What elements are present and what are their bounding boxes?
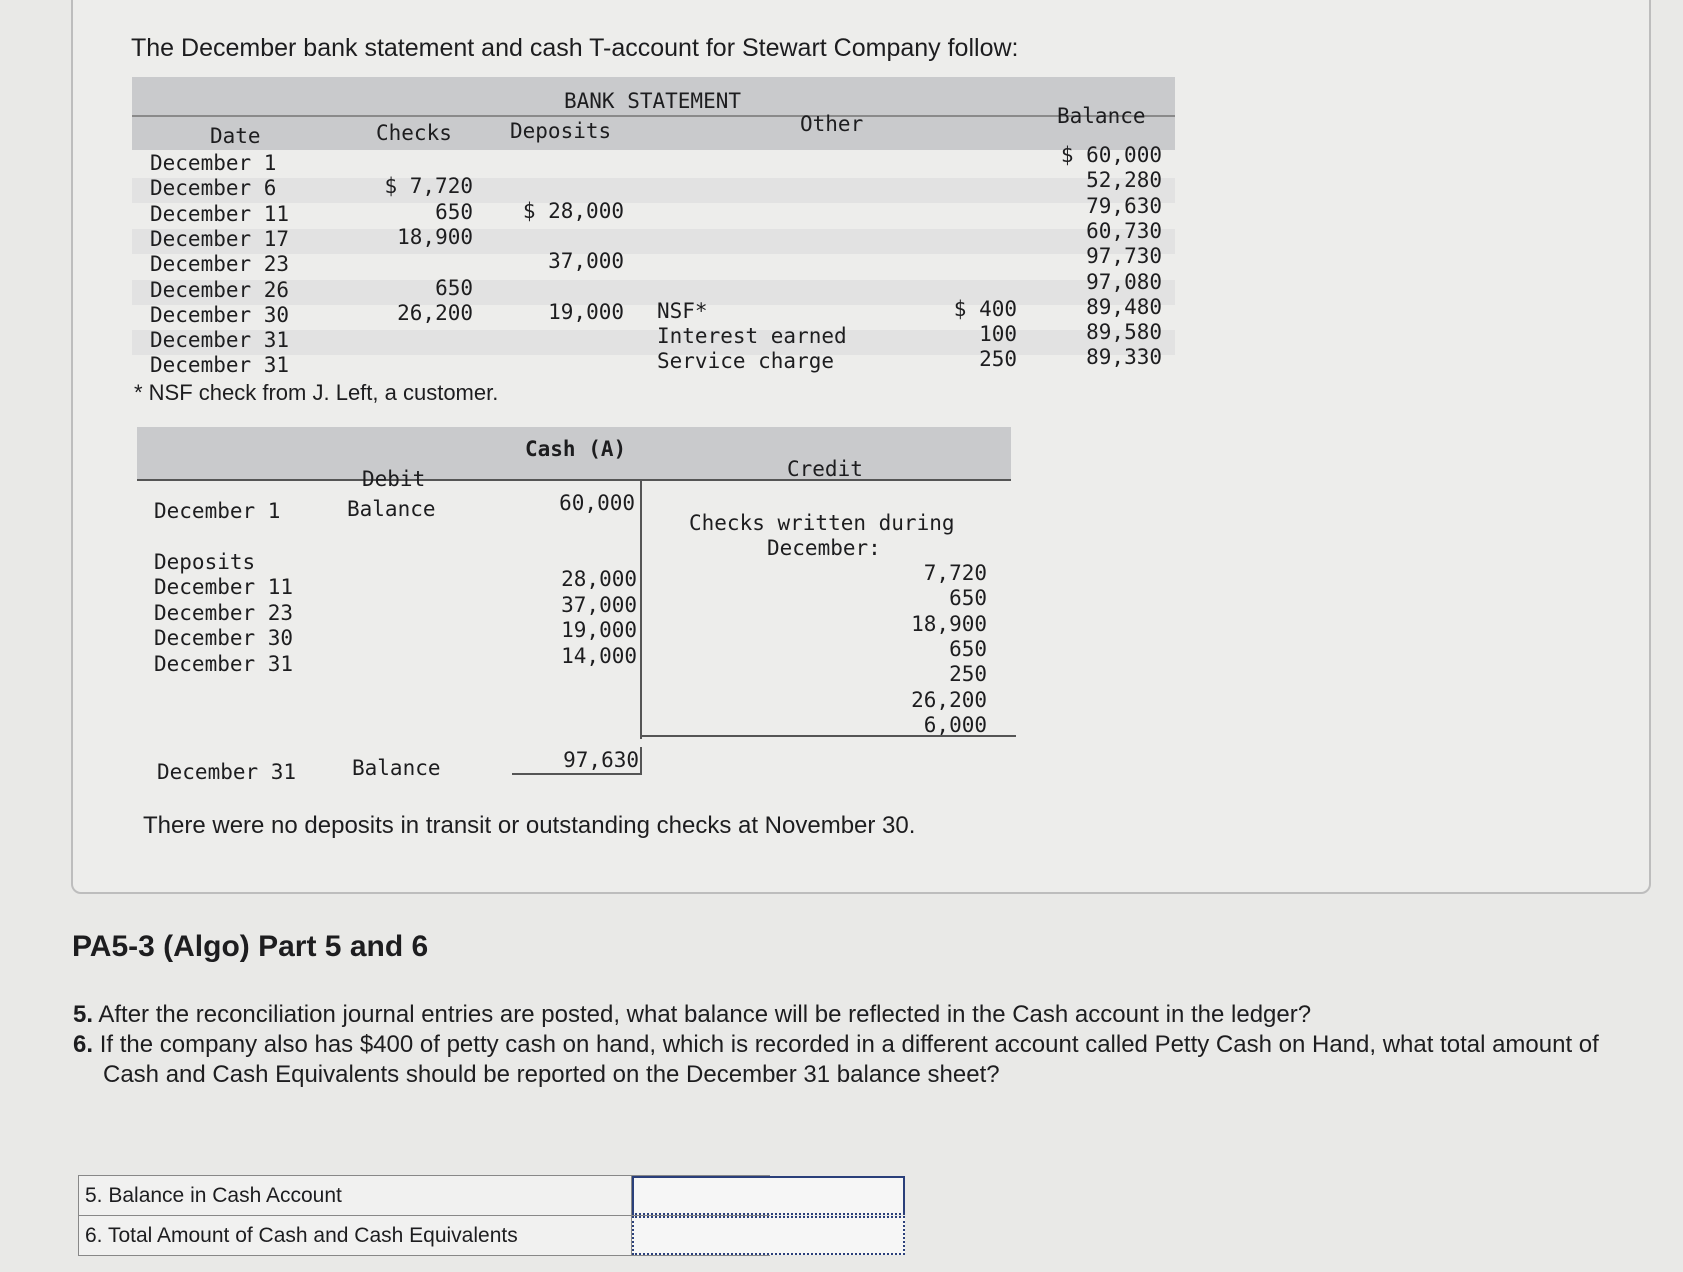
row-date: December 30 <box>150 302 290 327</box>
row-balance: 89,580 <box>1086 320 1162 345</box>
row-checks: 650 <box>435 275 473 300</box>
deposit-amount: 37,000 <box>561 592 637 617</box>
closing-amount: 97,630 <box>563 748 639 772</box>
closing-balance-box <box>512 747 642 775</box>
row-other-label: NSF* <box>657 298 708 323</box>
closing-label: Balance <box>352 756 441 780</box>
row-other-amount: 100 <box>979 322 1017 347</box>
bank-statement-header <box>132 77 1175 150</box>
row-balance: $ 60,000 <box>1060 143 1162 167</box>
debit-label: Debit <box>362 467 426 491</box>
row-balance: 60,730 <box>1086 218 1162 243</box>
answer-table: 5. Balance in Cash Account 6. Total Amou… <box>78 1175 905 1256</box>
row-other-label: Interest earned <box>657 324 847 349</box>
deposit-date: December 31 <box>154 651 294 676</box>
part-heading: PA5-3 (Algo) Part 5 and 6 <box>72 930 429 963</box>
deposits-label: Deposits <box>154 550 256 574</box>
row-other-amount: 250 <box>979 347 1017 372</box>
answer-row-5: 5. Balance in Cash Account <box>79 1176 905 1216</box>
col-date: Date <box>210 124 261 148</box>
bank-row <box>132 153 1175 178</box>
deposit-date: December 23 <box>154 600 294 625</box>
row-other-amount: $ 400 <box>953 296 1017 321</box>
bank-statement-title: BANK STATEMENT <box>564 89 742 113</box>
row-balance: 97,080 <box>1086 269 1162 294</box>
answer-row-6: 6. Total Amount of Cash and Cash Equival… <box>79 1216 905 1255</box>
opening-amount: 60,000 <box>559 491 635 515</box>
row-checks: 650 <box>435 199 473 224</box>
row-date: December 17 <box>150 226 290 251</box>
row-deposits: 37,000 <box>548 249 624 274</box>
col-balance: Balance <box>1057 104 1146 128</box>
deposit-date: December 11 <box>154 575 294 599</box>
row-other-label: Service charge <box>657 349 835 374</box>
credit-heading-1: Checks written during <box>689 511 955 535</box>
row-date: December 23 <box>150 252 290 277</box>
check-amount: 650 <box>949 636 987 661</box>
row-date: December 31 <box>150 353 290 378</box>
cash-t-account: Cash (A) Debit Credit December 1 Balance… <box>137 427 1017 787</box>
check-amount: 18,900 <box>911 611 987 636</box>
question-5-text: After the reconciliation journal entries… <box>98 1001 1312 1028</box>
check-amount: 250 <box>949 662 987 687</box>
answer-5-label: 5. Balance in Cash Account <box>79 1176 632 1215</box>
t-account-header <box>137 427 1011 481</box>
row-deposits: $ 28,000 <box>522 198 624 223</box>
row-date: December 26 <box>150 277 290 302</box>
row-checks: 18,900 <box>397 224 473 249</box>
col-other: Other <box>800 112 864 136</box>
bank-row <box>132 330 1175 356</box>
opening-label: Balance <box>347 497 436 521</box>
question-6: 6. If the company also has $400 of petty… <box>73 1030 1653 1090</box>
row-balance: 97,730 <box>1086 244 1162 269</box>
bank-row <box>132 279 1175 305</box>
deposit-amount: 19,000 <box>561 618 637 642</box>
col-checks: Checks <box>376 121 452 145</box>
check-amount: 6,000 <box>923 712 987 737</box>
bank-row <box>132 178 1175 204</box>
row-balance: 52,280 <box>1086 168 1162 193</box>
row-balance: 89,330 <box>1086 345 1162 370</box>
credit-heading-2: December: <box>767 536 881 560</box>
bank-row <box>132 228 1175 254</box>
row-date: December 6 <box>150 176 277 201</box>
deposit-amount: 28,000 <box>561 567 637 591</box>
question-6-text: If the company also has $400 of petty ca… <box>99 1031 1599 1088</box>
row-deposits: 19,000 <box>548 299 624 324</box>
row-checks: 26,200 <box>397 300 473 325</box>
question-6-number: 6. <box>73 1031 94 1058</box>
question-5-number: 5. <box>73 1001 94 1028</box>
check-amount: 650 <box>949 586 987 611</box>
t-account-title: Cash (A) <box>525 437 627 461</box>
closing-date: December 31 <box>157 760 297 784</box>
col-deposits: Deposits <box>510 119 612 143</box>
transit-note: There were no deposits in transit or out… <box>143 812 916 839</box>
credit-label: Credit <box>787 457 863 481</box>
answer-6-label: 6. Total Amount of Cash and Cash Equival… <box>79 1216 632 1255</box>
check-amount: 7,720 <box>923 561 987 585</box>
question-5: 5. After the reconciliation journal entr… <box>73 1000 1653 1030</box>
cash-equivalents-input[interactable] <box>632 1216 905 1255</box>
nsf-footnote: * NSF check from J. Left, a customer. <box>134 380 499 405</box>
opening-date: December 1 <box>154 499 281 523</box>
deposit-amount: 14,000 <box>561 643 637 668</box>
t-account-divider <box>640 479 642 739</box>
intro-text: The December bank statement and cash T-a… <box>131 34 1019 62</box>
deposit-date: December 30 <box>154 626 294 650</box>
row-checks: $ 7,720 <box>384 174 473 199</box>
check-amount: 26,200 <box>911 687 987 712</box>
credit-total-line <box>640 735 1016 737</box>
row-balance: 89,480 <box>1086 294 1162 319</box>
row-date: December 11 <box>150 201 290 226</box>
row-date: December 1 <box>150 151 277 175</box>
row-balance: 79,630 <box>1086 193 1162 218</box>
row-date: December 31 <box>150 328 290 353</box>
cash-balance-input[interactable] <box>632 1176 905 1215</box>
